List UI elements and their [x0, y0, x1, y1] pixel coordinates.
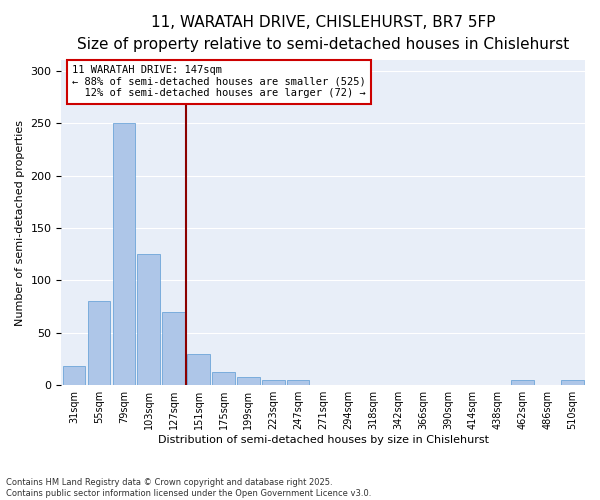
- Y-axis label: Number of semi-detached properties: Number of semi-detached properties: [15, 120, 25, 326]
- Bar: [212, 372, 235, 385]
- Title: 11, WARATAH DRIVE, CHISLEHURST, BR7 5FP
Size of property relative to semi-detach: 11, WARATAH DRIVE, CHISLEHURST, BR7 5FP …: [77, 15, 569, 52]
- Bar: [163, 312, 185, 385]
- Bar: [511, 380, 534, 385]
- X-axis label: Distribution of semi-detached houses by size in Chislehurst: Distribution of semi-detached houses by …: [158, 435, 489, 445]
- Text: Contains HM Land Registry data © Crown copyright and database right 2025.
Contai: Contains HM Land Registry data © Crown c…: [6, 478, 371, 498]
- Bar: [287, 380, 310, 385]
- Bar: [62, 366, 85, 385]
- Text: 11 WARATAH DRIVE: 147sqm
← 88% of semi-detached houses are smaller (525)
  12% o: 11 WARATAH DRIVE: 147sqm ← 88% of semi-d…: [72, 65, 365, 98]
- Bar: [137, 254, 160, 385]
- Bar: [113, 123, 135, 385]
- Bar: [88, 302, 110, 385]
- Bar: [562, 380, 584, 385]
- Bar: [262, 380, 284, 385]
- Bar: [237, 377, 260, 385]
- Bar: [187, 354, 210, 385]
